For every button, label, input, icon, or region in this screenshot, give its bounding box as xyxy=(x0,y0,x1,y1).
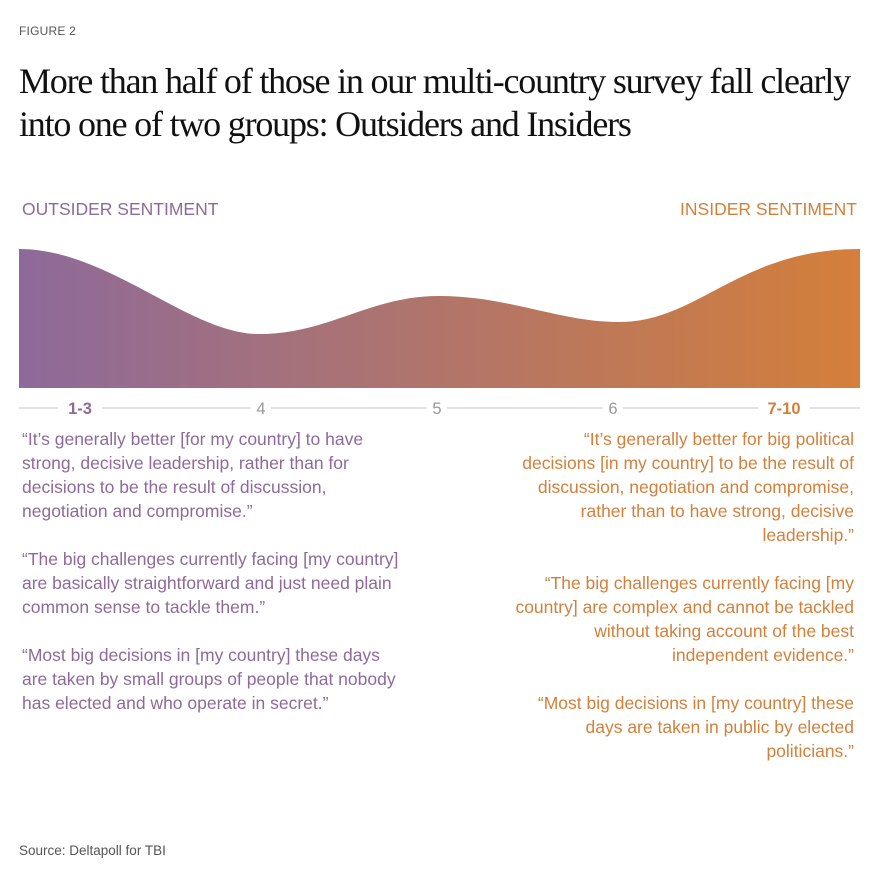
distribution-area xyxy=(19,249,860,388)
figure-label: FIGURE 2 xyxy=(19,24,76,38)
insider-sentiment-label: INSIDER SENTIMENT xyxy=(680,199,857,219)
page-title: More than half of those in our multi-cou… xyxy=(19,61,851,144)
scale-tick-label: 6 xyxy=(608,400,617,418)
insider-quotes: “It’s generally better for big political… xyxy=(514,427,854,787)
scale-tick-label: 1-3 xyxy=(68,400,92,418)
outsider-sentiment-label: OUTSIDER SENTIMENT xyxy=(22,199,219,219)
insider-quote-leadership: “It’s generally better for big political… xyxy=(522,429,854,545)
scale-tick-label: 7-10 xyxy=(767,400,800,418)
outsider-quotes: “It’s generally better [for my country] … xyxy=(22,427,402,739)
source-note: Source: Deltapoll for TBI xyxy=(19,843,166,858)
outsider-quote-decisions: “Most big decisions in [my country] thes… xyxy=(22,645,396,713)
scale-tick-label: 4 xyxy=(256,400,265,418)
sentiment-scale: 1-3 4 5 6 7-10 xyxy=(19,400,860,418)
insider-quote-challenges: “The big challenges currently facing [my… xyxy=(515,573,854,665)
outsider-quote-challenges: “The big challenges currently facing [my… xyxy=(22,549,399,617)
scale-tick-label: 5 xyxy=(432,400,441,418)
outsider-quote-leadership: “It’s generally better [for my country] … xyxy=(22,429,364,521)
insider-quote-decisions: “Most big decisions in [my country] thes… xyxy=(537,693,854,761)
scale-ticks: 1-3 4 5 6 7-10 xyxy=(68,400,800,418)
sentiment-distribution-wave xyxy=(19,249,860,388)
